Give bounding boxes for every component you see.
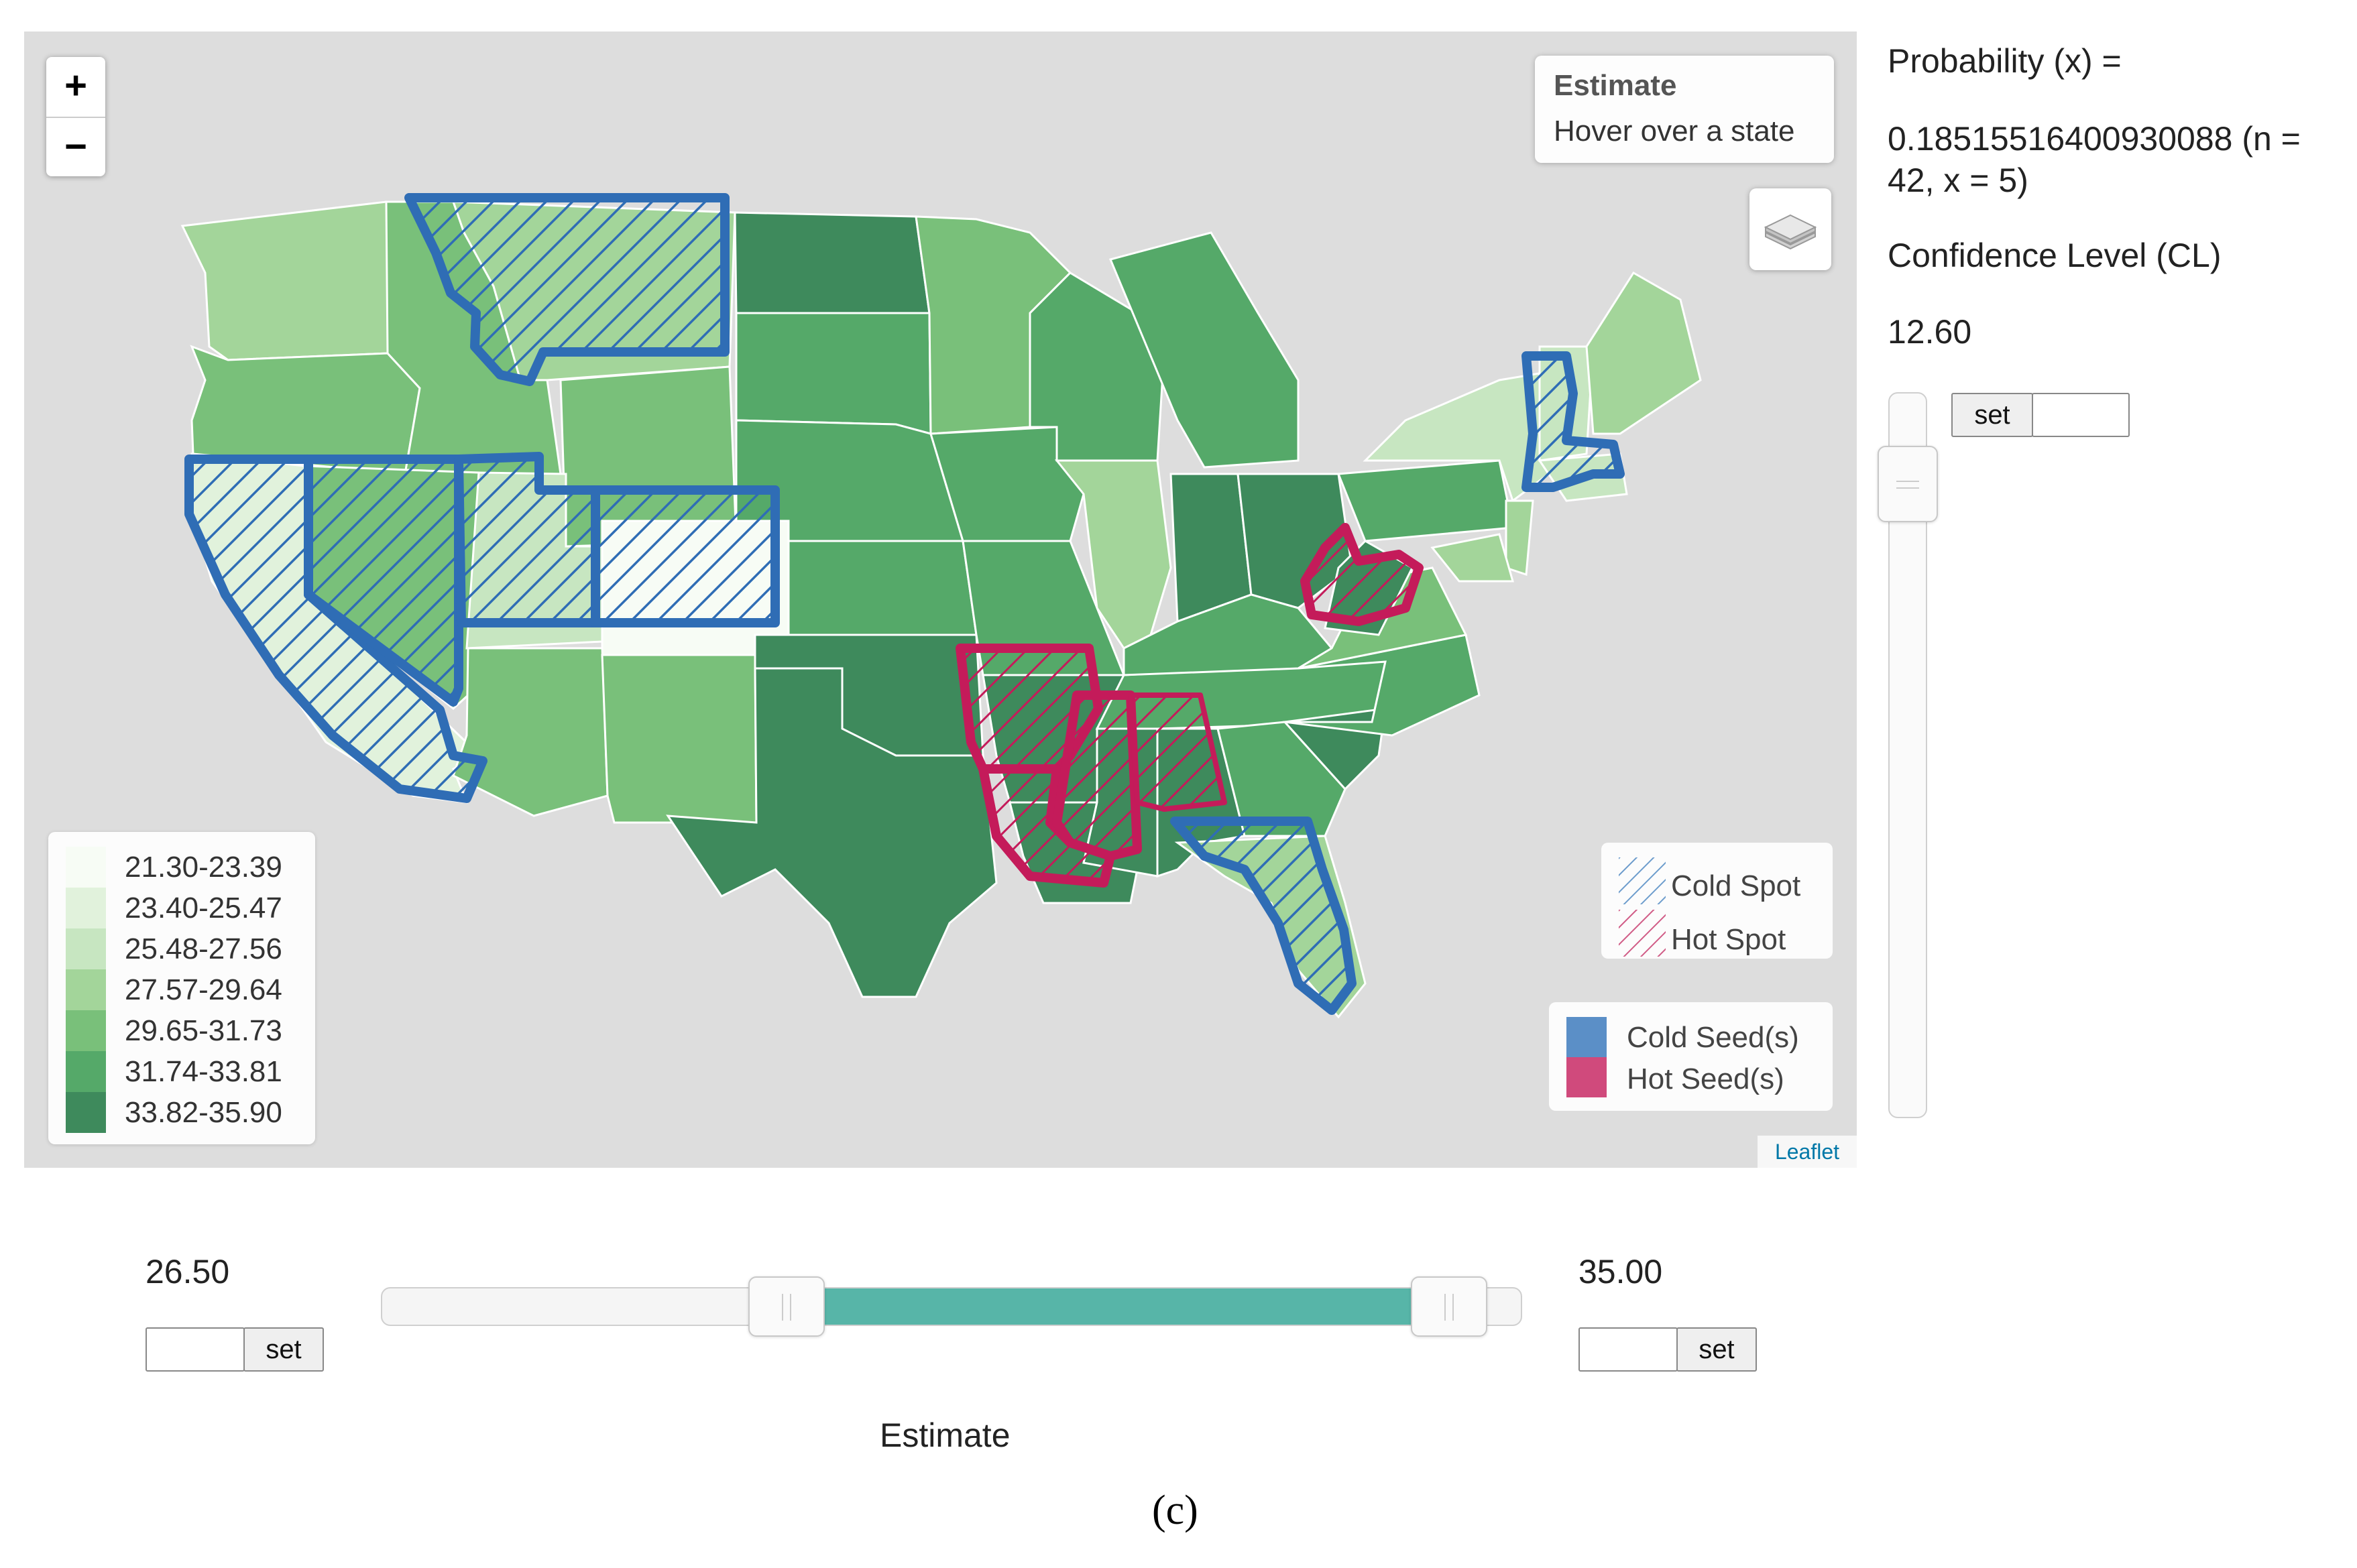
info-hint: Hover over a state (1554, 115, 1795, 147)
probability-label: Probability (x) = (1888, 42, 2122, 80)
zoom-control: + − (46, 57, 105, 176)
layers-button[interactable] (1749, 188, 1831, 270)
legend-label: 21.30-23.39 (125, 851, 282, 884)
state-maryland-delaware (1430, 533, 1514, 583)
range-axis-label: Estimate (880, 1416, 1011, 1454)
legend-swatch (66, 1051, 106, 1092)
cold-spot-swatch (1619, 857, 1666, 904)
state-north-dakota (734, 211, 931, 314)
state-new-jersey (1505, 499, 1534, 577)
legend-swatch (66, 928, 106, 969)
probability-value-line2: 42, x = 5) (1888, 162, 2028, 199)
legend-label: 33.82-35.90 (125, 1096, 282, 1129)
range-min-input[interactable] (146, 1327, 245, 1372)
range-min-handle[interactable] (748, 1276, 825, 1337)
info-box: Estimate Hover over a state (1535, 56, 1834, 163)
state-south-dakota (735, 312, 932, 435)
state-pennsylvania (1336, 459, 1514, 542)
estimate-range-fill (818, 1288, 1418, 1325)
confidence-level-label: Confidence Level (CL) (1888, 237, 2222, 274)
cl-input[interactable] (2032, 393, 2130, 437)
state-washington (180, 200, 398, 361)
legend-label: 29.65-31.73 (125, 1014, 282, 1047)
figure-caption: (c) (1152, 1488, 1198, 1533)
legend-label: 23.40-25.47 (125, 892, 282, 924)
probability-value-line1: 0.18515516400930088 (n = (1888, 120, 2301, 158)
choropleth-legend: 21.30-23.39 23.40-25.47 25.48-27.56 27.5… (48, 832, 315, 1144)
legend-label: 27.57-29.64 (125, 973, 282, 1006)
range-min-set-button[interactable]: set (243, 1327, 324, 1372)
state-north-carolina (1284, 634, 1481, 737)
state-michigan (1108, 231, 1300, 469)
legend-swatch (66, 969, 106, 1010)
hot-spots (956, 523, 1424, 888)
leaflet-attribution[interactable]: Leaflet (1758, 1136, 1857, 1168)
range-max-set-button[interactable]: set (1676, 1327, 1757, 1372)
cold-spots (184, 193, 1625, 1015)
state-texas (666, 667, 998, 998)
range-max-handle[interactable] (1411, 1276, 1487, 1337)
confidence-level-value: 12.60 (1888, 313, 1972, 351)
state-new-mexico (601, 654, 758, 824)
zoom-in-button[interactable]: + (64, 64, 87, 107)
state-arizona (452, 647, 609, 817)
range-max-value: 35.00 (1578, 1253, 1663, 1290)
hot-seed-swatch (1566, 1057, 1607, 1097)
cl-set-button[interactable]: set (1951, 393, 2033, 437)
us-states-map[interactable] (24, 32, 1857, 1168)
hot-spot-label: Hot Spot (1671, 923, 1786, 956)
legend-label: 31.74-33.81 (125, 1055, 282, 1088)
info-title: Estimate (1554, 69, 1677, 102)
state-maine (1585, 271, 1702, 435)
spot-legend: Cold Spot Hot Spot (1601, 843, 1833, 959)
state-kansas (787, 540, 978, 636)
layers-icon (1764, 214, 1817, 250)
confidence-level-slider-handle[interactable] (1878, 446, 1938, 522)
range-max-input[interactable] (1578, 1327, 1678, 1372)
legend-swatch (66, 1010, 106, 1051)
seed-legend: Cold Seed(s) Hot Seed(s) (1549, 1002, 1833, 1111)
hot-seed-label: Hot Seed(s) (1627, 1063, 1784, 1095)
cold-spot-label: Cold Spot (1671, 869, 1801, 902)
cold-seed-swatch (1566, 1017, 1607, 1057)
map-panel[interactable]: + − Estimate Hover over a state 21.30-23… (24, 32, 1857, 1168)
state-iowa (929, 426, 1085, 542)
cold-seed-label: Cold Seed(s) (1627, 1021, 1799, 1054)
legend-label: 25.48-27.56 (125, 932, 282, 965)
legend-swatch (66, 1092, 106, 1133)
hot-spot-swatch (1619, 910, 1666, 957)
legend-swatch (66, 847, 106, 888)
state-kentucky (1123, 593, 1334, 676)
legend-swatch (66, 888, 106, 928)
zoom-out-button[interactable]: − (46, 117, 105, 178)
range-min-value: 26.50 (146, 1253, 230, 1290)
